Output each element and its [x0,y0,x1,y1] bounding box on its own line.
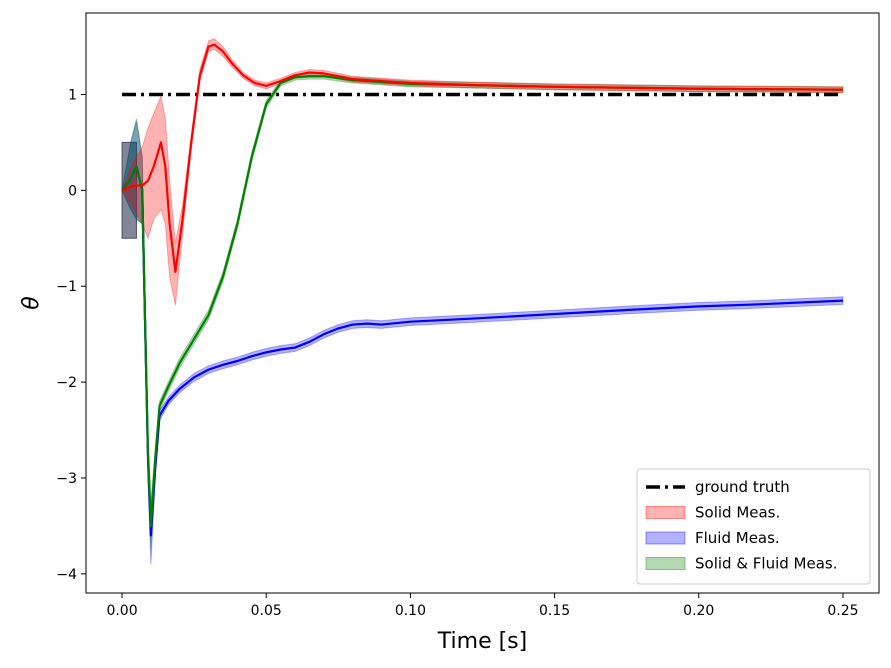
legend-label: ground truth [695,478,790,496]
x-tick-label: 0.20 [683,603,714,619]
legend-swatch-band [645,506,686,519]
axes-frame [85,12,880,594]
x-tick-label: 0.15 [539,603,570,619]
line-solid [121,43,843,273]
y-axis-label: θ [19,296,44,310]
plot-area [121,38,844,565]
x-tick-label: 0.05 [251,603,282,619]
legend-swatch-band [645,557,686,570]
y-tick-label: 1 [68,87,77,103]
legend-label: Solid & Fluid Meas. [695,555,838,573]
x-axis-label: Time [s] [437,629,527,654]
legend-label: Fluid Meas. [695,529,780,547]
x-tick-label: 0.10 [395,603,426,619]
band-solid_fluid [121,72,844,550]
plot-content [121,38,844,565]
x-tick-label: 0.00 [106,603,137,619]
y-tick-label: −4 [56,567,77,583]
y-tick-label: 0 [68,183,77,199]
x-tick-label: 0.25 [827,603,858,619]
line-fluid [121,165,843,537]
prior-band [121,141,137,239]
y-tick-label: −3 [56,471,77,487]
axes: 0.00 0.05 0.10 0.15 0.20 0.25 −4 −3 −2 −1 0 1 [56,12,880,619]
legend: ground truth Solid Meas. Fluid Meas. Solid … [636,468,871,585]
legend-box [636,468,871,585]
legend-label: Solid Meas. [695,504,780,522]
y-tick-label: −2 [56,375,77,391]
y-tick-label: −1 [56,279,77,295]
legend-swatch-band [645,531,686,545]
